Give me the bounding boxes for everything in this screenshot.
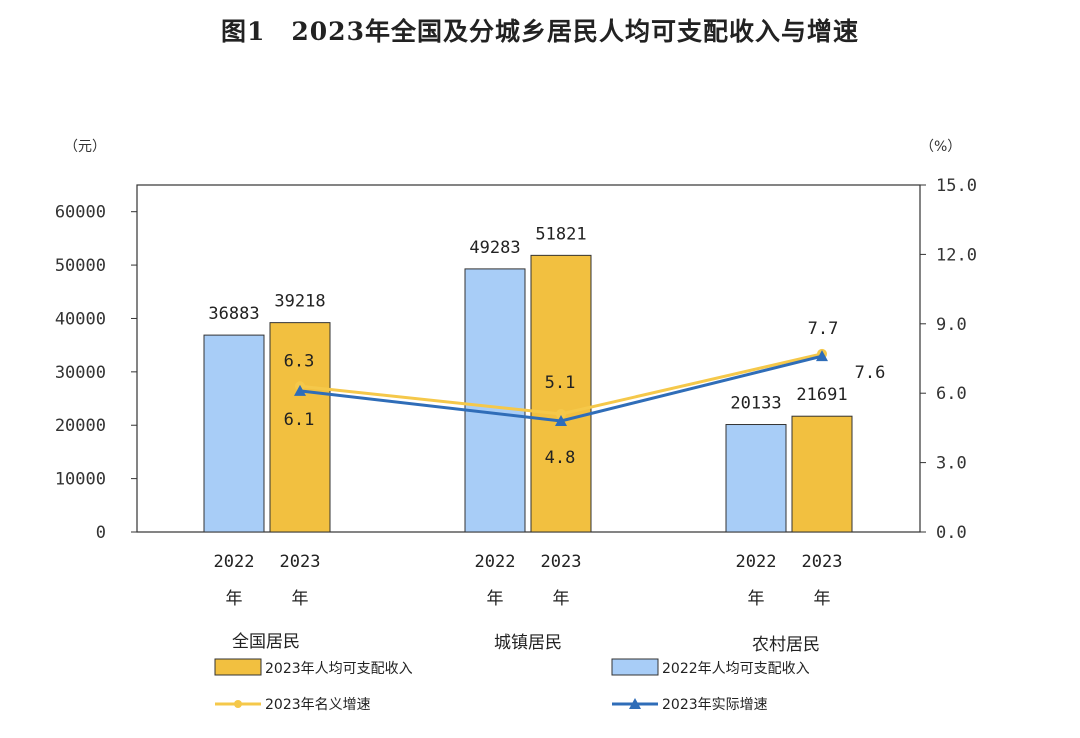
x-year-suffix: 年: [553, 589, 570, 609]
line-point: [555, 414, 567, 426]
legend-label-2022-bar: 2022年人均可支配收入: [662, 661, 810, 677]
bar-value-labels: 36883 49283 20133 39218 51821 21691: [208, 224, 847, 413]
bar: [203, 334, 265, 533]
right-tick-label: 15.0: [936, 176, 977, 196]
legend-swatch-2023-bar: [214, 658, 262, 676]
line-point: [294, 384, 306, 396]
line-value-labels: 6.3 6.1 5.1 4.8 7.7 7.6: [284, 319, 886, 468]
nominal-growth-label: 6.3: [284, 351, 315, 371]
right-tick-label: 12.0: [936, 245, 977, 265]
left-tick-label: 30000: [55, 363, 106, 383]
bar: [464, 268, 526, 533]
legend-marker-real: [629, 698, 641, 709]
bars-group: [203, 254, 853, 533]
plot-frame: [136, 184, 921, 533]
x-year-label: 2023: [541, 552, 582, 572]
x-year-suffix: 年: [226, 589, 243, 609]
bar-value-label: 51821: [535, 224, 586, 244]
bar-value-label: 21691: [796, 385, 847, 405]
legend-marker-nominal: [234, 700, 242, 708]
category-label: 全国居民: [232, 632, 300, 652]
bar-value-label: 49283: [469, 238, 520, 258]
chart-title: 图1 2023年全国及分城乡居民人均可支配收入与增速: [221, 17, 859, 46]
category-label: 农村居民: [752, 635, 820, 655]
x-year-label: 2022: [736, 552, 777, 572]
legend-label-nominal: 2023年名义增速: [265, 697, 371, 713]
real-growth-label: 7.6: [855, 363, 886, 383]
legend-label-2023-bar: 2023年人均可支配收入: [265, 661, 413, 677]
lines-group: [294, 348, 828, 426]
right-tick-label: 3.0: [936, 454, 967, 474]
bar-value-label: 39218: [274, 292, 325, 312]
left-axis-ticks: 0 10000 20000 30000 40000 50000 60000: [55, 203, 137, 543]
x-year-suffix: 年: [292, 589, 309, 609]
right-axis-ticks: 0.0 3.0 6.0 9.0 12.0 15.0: [920, 176, 977, 543]
right-tick-label: 0.0: [936, 523, 967, 543]
left-tick-label: 10000: [55, 470, 106, 490]
real-growth-label: 4.8: [545, 448, 576, 468]
nominal-growth-label: 7.7: [808, 319, 839, 339]
nominal-growth-label: 5.1: [545, 373, 576, 393]
x-year-label: 2022: [475, 552, 516, 572]
right-axis-unit: （%）: [920, 139, 961, 155]
bar: [725, 424, 787, 533]
bar: [269, 322, 331, 533]
legend-swatch-2022-bar: [611, 658, 659, 676]
left-axis-unit: （元）: [64, 139, 106, 155]
bar: [791, 415, 853, 533]
bar-value-label: 20133: [730, 394, 781, 414]
legend-label-real: 2023年实际增速: [662, 697, 768, 713]
x-year-suffix: 年: [748, 589, 765, 609]
left-tick-label: 40000: [55, 309, 106, 329]
bar-value-label: 36883: [208, 304, 259, 324]
bar: [530, 254, 592, 533]
left-tick-label: 60000: [55, 203, 106, 223]
x-year-suffix: 年: [487, 589, 504, 609]
left-tick-label: 50000: [55, 256, 106, 276]
line-point: [816, 350, 828, 362]
x-year-label: 2023: [802, 552, 843, 572]
category-label: 城镇居民: [494, 633, 562, 653]
line-point: [556, 409, 566, 420]
left-tick-label: 20000: [55, 416, 106, 436]
right-tick-label: 6.0: [936, 384, 967, 404]
x-year-label: 2023: [280, 552, 321, 572]
left-tick-label: 0: [96, 523, 106, 543]
real-growth-label: 6.1: [284, 410, 315, 430]
x-year-label: 2022: [214, 552, 255, 572]
legend: 2023年人均可支配收入 2022年人均可支配收入 2023年名义增速 2023年实际…: [214, 658, 810, 713]
right-tick-label: 9.0: [936, 315, 967, 335]
x-year-suffix: 年: [814, 589, 831, 609]
